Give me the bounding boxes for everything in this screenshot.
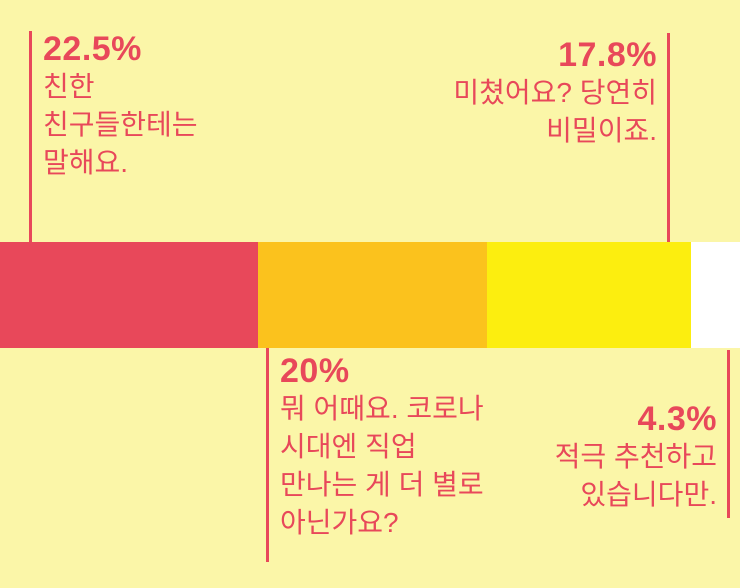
percent-label: 17.8% — [558, 36, 657, 74]
percent-label: 22.5% — [43, 30, 142, 68]
leader-line-bottom-right — [727, 350, 730, 518]
bar-segment-1 — [0, 242, 258, 348]
quote-text: 뭐 어때요. 코로나 시대엔 직업 만나는 게 더 별로 아닌가요? — [280, 393, 484, 538]
callout-17-8-percent: 17.8% 미쳤어요? 당연히 비밀이죠. — [453, 36, 657, 150]
quote-text: 미쳤어요? 당연히 비밀이죠. — [453, 77, 657, 146]
callout-20-percent: 20% 뭐 어때요. 코로나 시대엔 직업 만나는 게 더 별로 아닌가요? — [280, 352, 484, 542]
leader-line-top-left — [29, 31, 32, 242]
callout-4-3-percent: 4.3% 적극 추천하고 있습니다만. — [555, 400, 717, 514]
bar-segment-3 — [486, 242, 691, 348]
bar-segment-2 — [257, 242, 487, 348]
quote-text: 친한 친구들한테는 말해요. — [43, 71, 198, 178]
callout-22-5-percent: 22.5% 친한 친구들한테는 말해요. — [43, 30, 198, 182]
percent-label: 4.3% — [637, 400, 717, 438]
percent-label: 20% — [280, 352, 350, 390]
leader-line-bottom-middle — [266, 348, 269, 562]
quote-text: 적극 추천하고 있습니다만. — [554, 441, 717, 510]
stacked-bar — [0, 242, 740, 348]
bar-segment-4 — [690, 242, 740, 348]
leader-line-top-right — [667, 33, 670, 242]
